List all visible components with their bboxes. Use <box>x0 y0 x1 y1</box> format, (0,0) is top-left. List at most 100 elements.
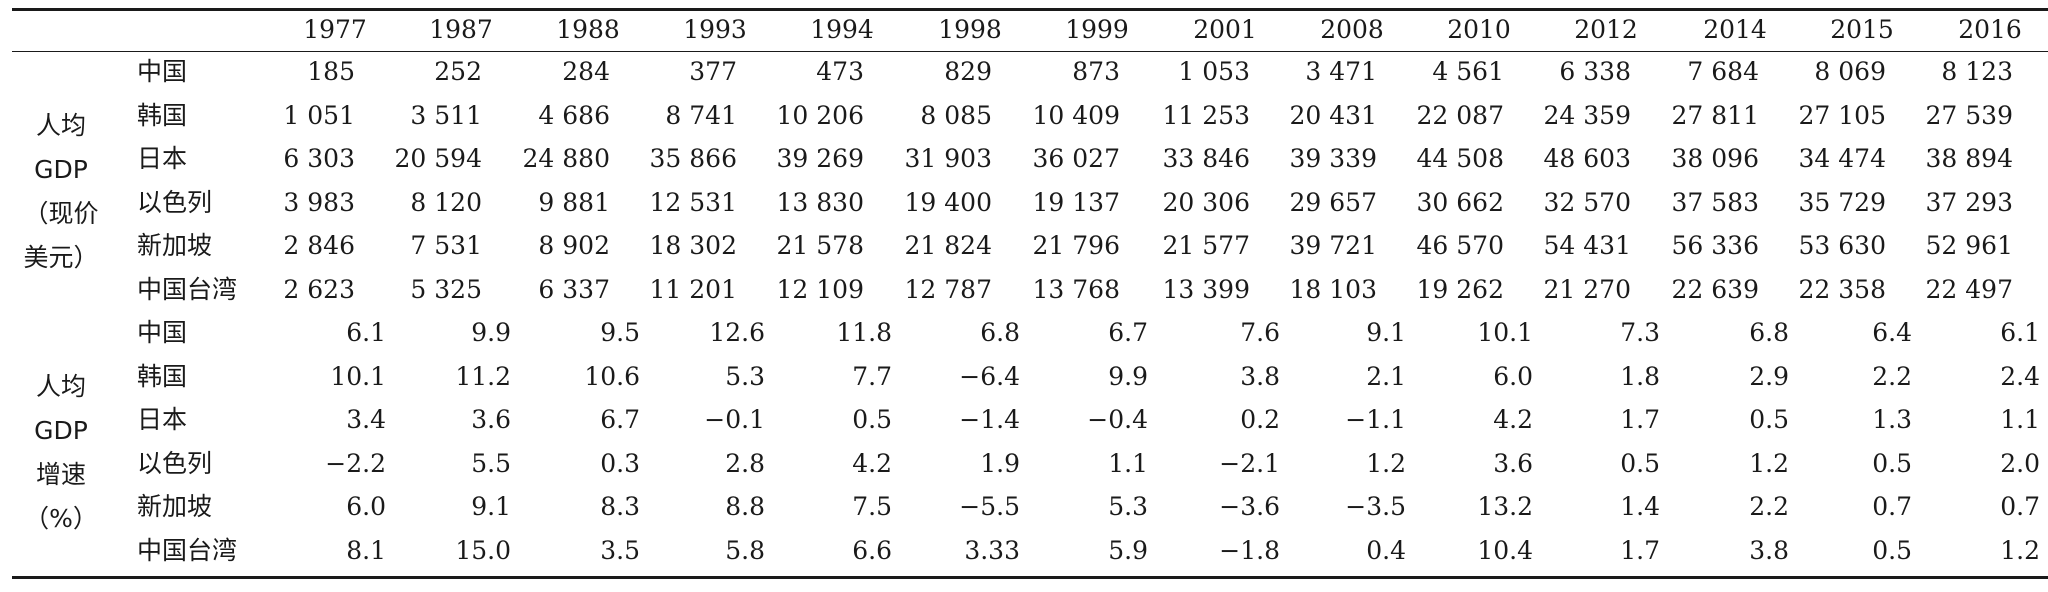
row-label: 新加坡 <box>137 492 213 521</box>
table-cell: 21 270 <box>1543 274 1631 304</box>
table-cell: 9.9 <box>1108 361 1148 391</box>
table-cell: 24 359 <box>1543 100 1631 130</box>
table-cell: 284 <box>562 57 610 86</box>
table-cell: 2.8 <box>725 448 765 478</box>
table-cell: 7.3 <box>1620 318 1660 347</box>
year-header: 1994 <box>810 15 874 44</box>
table-cell: 3.6 <box>1493 448 1533 478</box>
table-cell: 1.2 <box>1749 448 1789 478</box>
year-header: 2010 <box>1447 15 1511 44</box>
table-cell: 2.2 <box>1749 492 1789 521</box>
table-cell: 2.9 <box>1749 361 1789 391</box>
table-cell: 2.2 <box>1872 361 1912 391</box>
table-cell: 829 <box>944 57 992 86</box>
table-cell: 4.2 <box>1493 405 1533 434</box>
row-label: 日本 <box>137 144 188 173</box>
table-cell: 3.6 <box>471 405 511 434</box>
table-cell: 20 306 <box>1162 187 1250 217</box>
table-cell: 11.8 <box>836 318 892 347</box>
table-cell: 2.1 <box>1366 361 1406 391</box>
year-header: 2001 <box>1193 15 1257 44</box>
table-cell: 3.5 <box>600 535 640 565</box>
table-cell: 27 105 <box>1798 100 1886 130</box>
year-header: 2015 <box>1830 15 1894 44</box>
table-cell: 20 431 <box>1289 100 1377 130</box>
group-label-line: （%） <box>24 503 98 533</box>
table-cell: 8 902 <box>538 231 610 260</box>
table-cell: 29 657 <box>1289 187 1377 217</box>
year-header: 2016 <box>1958 15 2022 44</box>
year-header: 1987 <box>429 15 493 44</box>
table-cell: −0.4 <box>1087 405 1148 434</box>
table-cell: 0.3 <box>600 448 640 478</box>
year-header: 2012 <box>1574 15 1638 44</box>
table-cell: 44 508 <box>1416 144 1504 173</box>
table-cell: 7.7 <box>852 361 892 391</box>
table-cell: 0.5 <box>1872 448 1912 478</box>
table-cell: 8.3 <box>600 492 640 521</box>
table-cell: 38 096 <box>1671 144 1759 173</box>
table-cell: 21 824 <box>904 231 992 260</box>
table-cell: 3.4 <box>346 405 386 434</box>
table-cell: 5.8 <box>725 535 765 565</box>
table-cell: 473 <box>816 57 864 86</box>
table-cell: 12 787 <box>904 274 992 304</box>
table-cell: 185 <box>307 57 355 86</box>
table-cell: 0.5 <box>1749 405 1789 434</box>
table-cell: 1.7 <box>1620 405 1660 434</box>
table-cell: 27 539 <box>1925 100 2013 130</box>
table-cell: 8 123 <box>1941 57 2013 86</box>
table-cell: 18 302 <box>649 231 737 260</box>
table-cell: 19 400 <box>904 187 992 217</box>
table-cell: 1.2 <box>1366 448 1406 478</box>
table-cell: 6.7 <box>600 405 640 434</box>
table-cell: 10.1 <box>330 361 386 391</box>
table-cell: 8 069 <box>1814 57 1886 86</box>
row-label: 中国 <box>137 318 188 347</box>
top-rule <box>12 8 2048 11</box>
year-header: 1998 <box>938 15 1002 44</box>
table-cell: 3.8 <box>1749 535 1789 565</box>
table-cell: 53 630 <box>1798 231 1886 260</box>
year-header: 2014 <box>1703 15 1767 44</box>
table-cell: 0.4 <box>1366 535 1406 565</box>
group-label-line: GDP <box>34 415 88 445</box>
table-cell: 1.4 <box>1620 492 1660 521</box>
table-cell: 7 531 <box>410 231 482 260</box>
table-cell: −2.1 <box>1219 448 1280 478</box>
table-cell: 377 <box>689 57 737 86</box>
table-cell: 22 087 <box>1416 100 1504 130</box>
year-header: 1993 <box>683 15 747 44</box>
table-cell: 12 531 <box>649 187 737 217</box>
table-cell: 2 846 <box>283 231 355 260</box>
table-cell: −3.6 <box>1219 492 1280 521</box>
table-cell: 35 866 <box>649 144 737 173</box>
table-cell: 6 338 <box>1559 57 1631 86</box>
table-cell: 6.0 <box>1493 361 1533 391</box>
row-label: 中国台湾 <box>137 535 238 565</box>
row-label: 日本 <box>137 405 188 434</box>
group-label-line: 人均 <box>35 110 86 140</box>
table-cell: 27 811 <box>1671 100 1759 130</box>
table-cell: 24 880 <box>522 144 610 173</box>
table-cell: 11 253 <box>1162 100 1250 130</box>
table-cell: 252 <box>434 57 482 86</box>
table-cell: 8.8 <box>725 492 765 521</box>
row-label: 新加坡 <box>137 231 213 260</box>
table-cell: 1.7 <box>1620 535 1660 565</box>
year-header: 1988 <box>556 15 620 44</box>
table-cell: 6.8 <box>980 318 1020 347</box>
table-cell: 21 577 <box>1162 231 1250 260</box>
table-cell: 48 603 <box>1543 144 1631 173</box>
table-cell: 46 570 <box>1416 231 1504 260</box>
table-cell: 39 339 <box>1289 144 1377 173</box>
table-cell: 873 <box>1072 57 1120 86</box>
table-cell: 0.5 <box>1872 535 1912 565</box>
table-cell: 21 578 <box>776 231 864 260</box>
table-cell: 13.2 <box>1477 492 1533 521</box>
table-cell: 13 768 <box>1032 274 1120 304</box>
table-cell: 32 570 <box>1543 187 1631 217</box>
table-cell: 5.3 <box>725 361 765 391</box>
table-cell: 9.1 <box>471 492 511 521</box>
